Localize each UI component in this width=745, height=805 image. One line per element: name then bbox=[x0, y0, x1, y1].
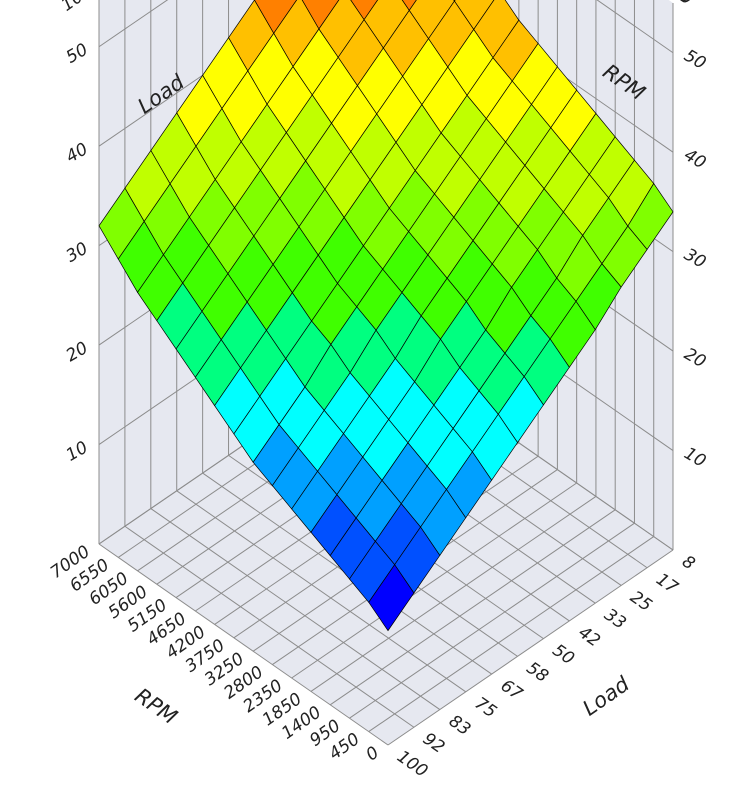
gridline-floor-load bbox=[150, 508, 441, 710]
z-tick-label-left: 10 bbox=[63, 438, 92, 466]
z-tick-label-right: 20 bbox=[681, 344, 710, 372]
load-tick-label-front: 42 bbox=[574, 623, 603, 652]
rpm-axis-title-front: RPM bbox=[131, 683, 182, 729]
z-tick-label-right: 10 bbox=[681, 444, 710, 472]
z-tick-label-left: 40 bbox=[63, 139, 92, 167]
gridline-floor-rpm bbox=[387, 549, 674, 746]
load-tick-label-front: 17 bbox=[652, 569, 681, 598]
load-tick-label-front: 8 bbox=[678, 552, 698, 575]
gridline-floor-rpm bbox=[329, 509, 616, 706]
gridline-z-horizontal bbox=[98, 0, 674, 153]
axis-labels: 7000655060505600515046504200375032502800… bbox=[47, 0, 709, 782]
load-tick-label-front: 58 bbox=[523, 658, 552, 687]
surface-mesh bbox=[98, 0, 674, 632]
gridline-floor-rpm bbox=[310, 495, 597, 692]
load-tick-label-front: 33 bbox=[600, 605, 629, 634]
gridline-floor-rpm bbox=[349, 522, 635, 719]
load-tick-label-front: 100 bbox=[393, 747, 431, 782]
load-tick-label-front: 67 bbox=[497, 676, 526, 705]
load-tick-label-front: 75 bbox=[471, 694, 500, 723]
load-tick-label-top: 100 bbox=[58, 0, 96, 16]
gridline-floor-load bbox=[98, 543, 389, 746]
z-tick-label-left: 20 bbox=[63, 338, 92, 366]
load-tick-label-front: 50 bbox=[549, 640, 578, 669]
load-axis-title-front: Load bbox=[578, 671, 634, 720]
load-tick-label-front: 92 bbox=[419, 729, 448, 758]
z-tick-label-right: 50 bbox=[681, 46, 710, 74]
surface-cell bbox=[368, 564, 415, 632]
rpm-tick-label-front: 0 bbox=[363, 743, 383, 766]
rpm-tick-label-top: 0 bbox=[676, 0, 696, 9]
load-tick-label-front: 25 bbox=[626, 587, 655, 616]
gridline-floor-rpm bbox=[368, 536, 655, 733]
z-tick-label-left: 50 bbox=[63, 40, 92, 68]
load-tick-label-front: 83 bbox=[445, 711, 474, 740]
gridline-floor-load bbox=[176, 490, 467, 693]
gridline-floor-load bbox=[124, 525, 415, 728]
z-tick-label-left: 30 bbox=[63, 239, 92, 267]
z-tick-label-right: 40 bbox=[681, 145, 710, 173]
surface-cell bbox=[401, 0, 417, 12]
z-tick-label-right: 30 bbox=[681, 245, 710, 273]
gridline-floor-rpm bbox=[291, 482, 577, 679]
